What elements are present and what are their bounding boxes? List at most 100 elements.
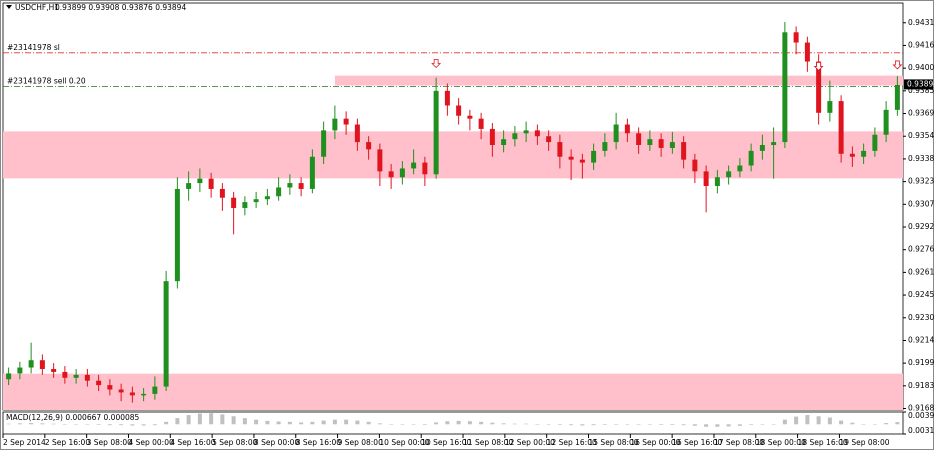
- candle-body: [152, 386, 158, 394]
- price-tag: [904, 79, 933, 90]
- candle-body: [737, 165, 743, 172]
- zone: [3, 131, 903, 179]
- macd-tick-label: 0.003983: [908, 411, 934, 420]
- candle-body: [298, 183, 304, 189]
- macd-bar: [51, 423, 56, 425]
- candle-body: [456, 105, 462, 116]
- macd-bar: [85, 424, 90, 425]
- macd-bar: [152, 424, 157, 426]
- macd-bar: [276, 421, 281, 425]
- candle-body: [332, 118, 338, 131]
- macd-bar: [231, 416, 236, 425]
- macd-bar: [422, 424, 427, 425]
- macd-bar: [366, 421, 371, 425]
- macd-bar: [321, 420, 326, 425]
- candle-body: [388, 171, 394, 178]
- candle-body: [681, 142, 687, 160]
- x-tick-label: 17 Sep 08:00: [714, 438, 764, 447]
- candle-body: [321, 130, 327, 157]
- candle-body: [411, 162, 417, 169]
- macd-bar: [636, 424, 641, 425]
- candle-body: [422, 162, 428, 175]
- y-tick-label: 0.94315: [908, 18, 934, 27]
- candle-body: [17, 367, 23, 374]
- macd-bar: [400, 424, 405, 425]
- candle-body: [343, 118, 349, 125]
- macd-bar: [62, 423, 67, 425]
- candle-body: [861, 150, 867, 157]
- candle-body: [771, 142, 777, 146]
- candle-body: [534, 130, 540, 137]
- candle-body: [253, 199, 259, 203]
- x-tick-label: 8 Sep 16:00: [296, 438, 342, 447]
- macd-bar: [715, 424, 720, 427]
- macd-bar: [602, 424, 607, 425]
- macd-bar: [749, 424, 754, 425]
- candle-body: [546, 136, 552, 143]
- macd-bar: [872, 423, 877, 425]
- candle-body: [647, 139, 653, 146]
- candle-body: [309, 156, 315, 189]
- y-tick-label: 0.91835: [908, 381, 934, 390]
- macd-bar: [254, 419, 259, 425]
- macd-bar: [74, 424, 79, 425]
- candle-body: [568, 156, 574, 160]
- candle-body: [107, 385, 113, 390]
- macd-bar: [726, 424, 731, 427]
- candle-body: [714, 177, 720, 187]
- macd-label: MACD(12,26,9) 0.000667 0.000085: [6, 413, 140, 422]
- x-tick-label: 5 Sep 08:00: [212, 438, 258, 447]
- candle-body: [444, 90, 450, 106]
- macd-bar: [107, 424, 112, 426]
- x-tick-label: 18 Sep 00:00: [756, 438, 806, 447]
- macd-tick-label: 0.00315: [908, 426, 934, 435]
- sell-arrow: [813, 62, 824, 71]
- candle-body: [163, 281, 169, 387]
- candle-body: [703, 171, 709, 187]
- macd-bar: [389, 424, 394, 425]
- menu-icon: [6, 5, 12, 9]
- macd-bar: [119, 424, 124, 426]
- zone: [3, 373, 903, 410]
- candle-body: [849, 153, 855, 157]
- macd-bar: [512, 423, 517, 425]
- candle-body: [84, 374, 90, 381]
- x-tick-label: 12 Sep 16:00: [547, 438, 597, 447]
- candle-body: [557, 142, 563, 157]
- price-tag-label: 0.93894: [907, 79, 934, 88]
- candle-body: [692, 159, 698, 172]
- x-tick-label: 12 Sep 00:00: [505, 438, 555, 447]
- candle-body: [366, 142, 372, 150]
- x-tick-label: 3 Sep 08:00: [87, 438, 133, 447]
- macd-bar: [659, 424, 664, 425]
- candle-body: [793, 32, 799, 43]
- candle-body: [39, 360, 45, 370]
- macd-bar: [6, 423, 11, 425]
- candle-body: [613, 124, 619, 143]
- candle-body: [62, 371, 68, 378]
- chart-title: USDCHF,H1: [15, 3, 59, 12]
- candle-body: [591, 150, 597, 163]
- candle-body: [242, 202, 248, 208]
- macd-bar: [479, 421, 484, 425]
- y-tick-label: 0.93075: [908, 199, 934, 208]
- macd-bar: [861, 423, 866, 425]
- x-tick-label: 15 Sep 08:00: [589, 438, 639, 447]
- macd-bar: [242, 418, 247, 425]
- macd-bar: [197, 413, 202, 425]
- candle-body: [669, 142, 675, 148]
- candle-body: [174, 188, 180, 282]
- macd-bar: [737, 424, 742, 426]
- macd-bar: [29, 423, 34, 425]
- candle-body: [883, 109, 889, 135]
- x-tick-label: 10 Sep 16:00: [421, 438, 471, 447]
- x-tick-label: 2 Sep 2014: [3, 438, 46, 447]
- macd-bar: [456, 420, 461, 425]
- candle-body: [377, 149, 383, 172]
- candle-body: [501, 139, 507, 146]
